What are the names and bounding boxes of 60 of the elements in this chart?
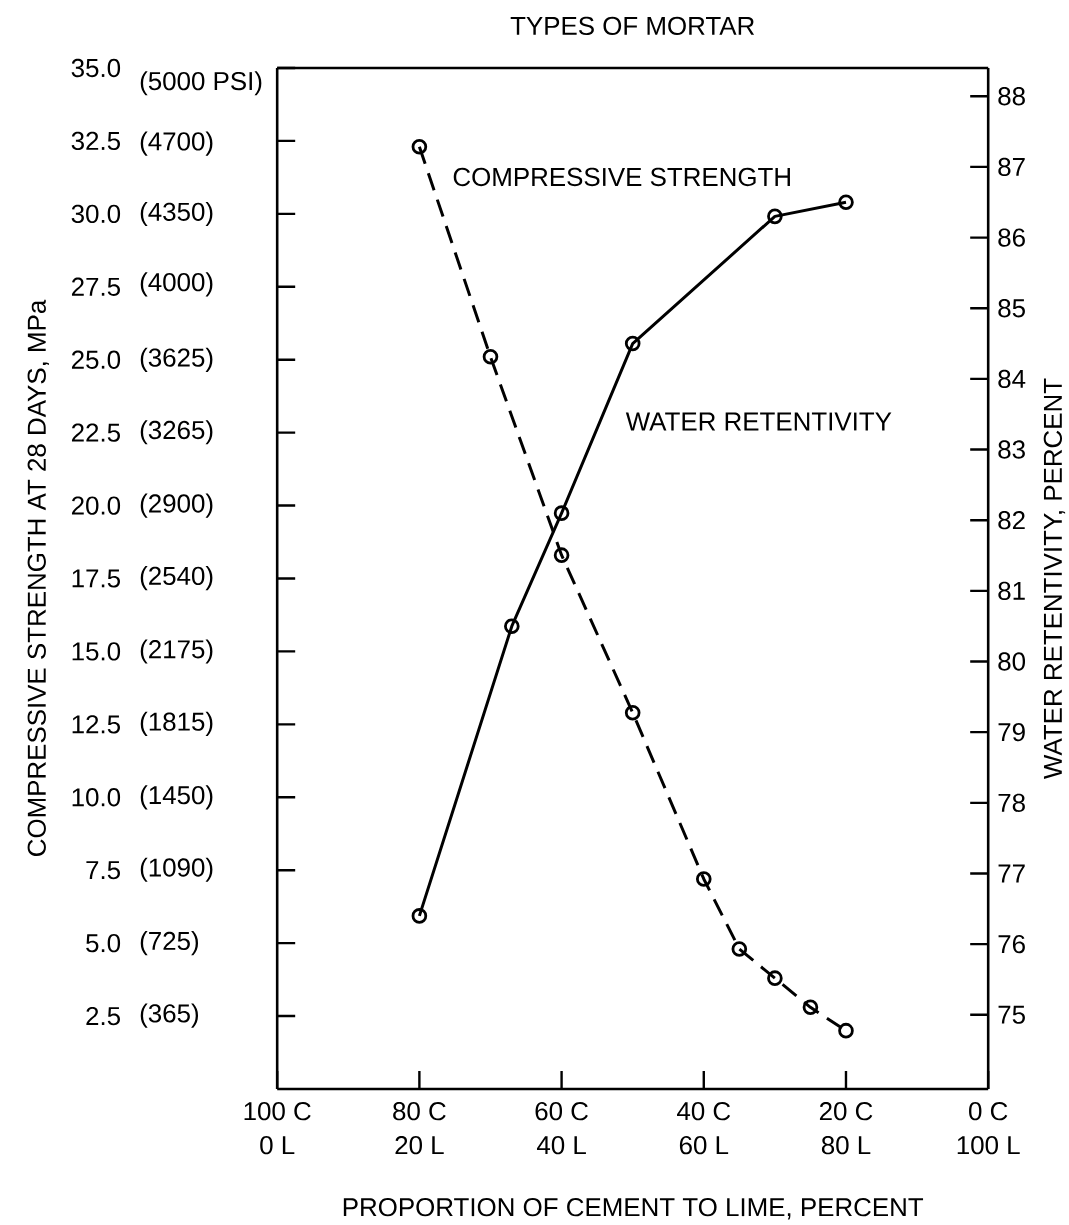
x2-tick-label: 0 L <box>260 1136 295 1155</box>
x-tick-label: 100 C <box>244 1102 311 1121</box>
y2-tick-label: 78 <box>998 793 1025 812</box>
y2-tick-label: 82 <box>998 511 1025 530</box>
x2-tick-label: 80 L <box>821 1136 871 1155</box>
y-tick-label: 30.0 <box>71 204 120 224</box>
y-tick-label: 12.5 <box>72 715 120 734</box>
y3-tick-label: (4700) <box>140 131 213 156</box>
y2-tick-label: 77 <box>998 864 1025 883</box>
chart-title: TYPES OF MORTAR <box>510 16 754 36</box>
y-tick-label: 10.0 <box>72 788 120 807</box>
y-axis-title: COMPRESSIVE STRENGTH AT 28 DAYS, MPa <box>27 299 49 856</box>
x-tick-label: 60 C <box>535 1102 588 1121</box>
y3-tick-label: (2175) <box>140 639 213 664</box>
x2-tick-label: 60 L <box>679 1136 729 1155</box>
y3-tick-label: (1815) <box>140 711 213 736</box>
x-tick-label: 80 C <box>393 1102 446 1121</box>
y-tick-label: 32.5 <box>71 131 120 151</box>
y3-tick-label: (3265) <box>140 420 213 445</box>
x2-tick-label: 20 L <box>395 1136 444 1155</box>
y2-tick-label: 86 <box>998 228 1025 247</box>
x-tick-label: 20 C <box>819 1102 873 1121</box>
x-tick-label: 40 C <box>676 1102 731 1121</box>
y-tick-label: 5.0 <box>86 933 120 953</box>
y3-tick-label: (5000 PSI) <box>140 71 262 96</box>
y-tick-label: 17.5 <box>72 569 120 588</box>
y-tick-label: 15.0 <box>72 642 120 661</box>
y2-tick-label: 87 <box>998 157 1025 177</box>
y-tick-label: 7.5 <box>86 861 120 880</box>
series-label: COMPRESSIVE STRENGTH <box>453 167 790 187</box>
y-tick-label: 35.0 <box>71 58 120 78</box>
y2-tick-label: 85 <box>998 299 1025 318</box>
series-label: WATER RETENTIVITY <box>625 412 892 431</box>
y2-tick-label: 79 <box>998 723 1025 742</box>
y-tick-label: 22.5 <box>71 423 120 442</box>
y3-tick-label: (4350) <box>140 201 213 227</box>
x2-tick-label: 100 L <box>957 1136 1020 1155</box>
y2-tick-label: 75 <box>998 1005 1025 1024</box>
y2-axis-title: WATER RETENTIVITY, PERCENT <box>1043 378 1065 779</box>
x-tick-label: 0 C <box>968 1102 1008 1121</box>
y3-tick-label: (3625) <box>140 347 213 372</box>
y2-tick-label: 84 <box>998 369 1026 389</box>
y3-tick-label: (1090) <box>140 857 213 882</box>
y2-tick-label: 80 <box>998 652 1025 671</box>
x-axis-title: PROPORTION OF CEMENT TO LIME, PERCENT <box>343 1198 923 1220</box>
y3-tick-label: (2540) <box>140 566 213 591</box>
y-tick-label: 27.5 <box>71 277 120 296</box>
y-tick-label: 20.0 <box>71 496 120 515</box>
y2-tick-label: 81 <box>998 581 1025 601</box>
y2-tick-label: 83 <box>998 440 1025 459</box>
x2-tick-label: 40 L <box>536 1136 586 1155</box>
y2-tick-label: 76 <box>998 934 1025 954</box>
y-tick-label: 25.0 <box>71 350 120 369</box>
y3-tick-label: (1450) <box>140 785 213 810</box>
y2-tick-label: 88 <box>998 87 1025 106</box>
y3-tick-label: (365) <box>140 1003 198 1028</box>
y3-tick-label: (725) <box>140 931 198 956</box>
y-tick-label: 2.5 <box>86 1006 120 1026</box>
y3-tick-label: (4000) <box>140 272 213 297</box>
y3-tick-label: (2900) <box>140 493 213 518</box>
